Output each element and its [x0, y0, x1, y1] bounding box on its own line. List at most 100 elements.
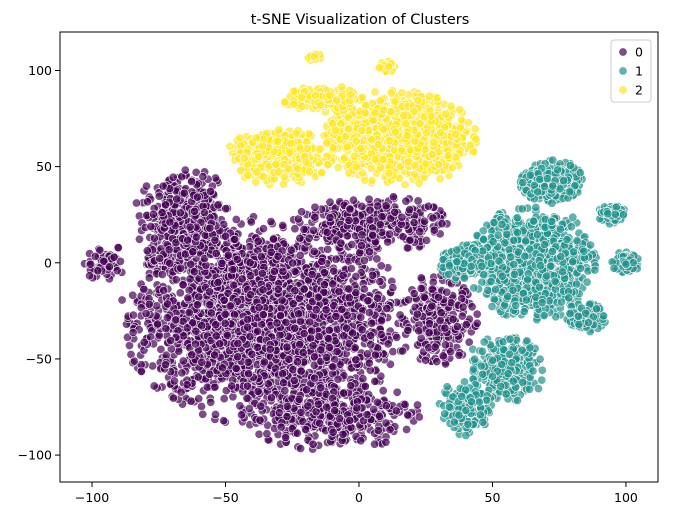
data-point-series-0 — [168, 393, 178, 403]
data-point-series-0 — [211, 248, 221, 258]
data-point-series-0 — [390, 207, 400, 217]
data-point-series-0 — [351, 271, 361, 281]
data-point-series-0 — [421, 355, 431, 365]
data-point-series-0 — [346, 263, 356, 273]
data-point-series-0 — [117, 295, 127, 305]
data-point-series-0 — [162, 313, 172, 323]
data-point-series-0 — [178, 331, 188, 341]
data-point-series-0 — [253, 236, 263, 246]
data-point-series-0 — [148, 361, 158, 371]
data-point-series-0 — [292, 357, 302, 367]
data-point-series-0 — [403, 410, 413, 420]
data-point-series-0 — [316, 383, 326, 393]
data-point-series-0 — [308, 225, 318, 235]
data-point-series-0 — [143, 197, 153, 207]
data-point-series-0 — [155, 253, 165, 263]
data-point-series-1 — [555, 224, 565, 234]
data-point-series-0 — [315, 418, 325, 428]
data-point-series-0 — [171, 315, 181, 325]
data-point-series-0 — [366, 340, 376, 350]
data-point-series-0 — [153, 319, 163, 329]
data-point-series-0 — [104, 262, 114, 272]
data-point-series-0 — [303, 401, 313, 411]
data-point-series-0 — [276, 311, 286, 321]
data-point-series-0 — [213, 278, 223, 288]
data-point-series-0 — [128, 310, 138, 320]
data-point-series-1 — [569, 247, 579, 257]
data-point-series-0 — [370, 439, 380, 449]
data-point-series-0 — [452, 322, 462, 332]
data-point-series-0 — [345, 204, 355, 214]
data-point-series-0 — [198, 409, 208, 419]
data-point-series-0 — [358, 374, 368, 384]
data-point-series-0 — [308, 439, 318, 449]
data-point-series-0 — [282, 342, 292, 352]
data-point-series-0 — [211, 409, 221, 419]
data-point-series-0 — [180, 165, 190, 175]
data-point-series-0 — [338, 270, 348, 280]
data-point-series-1 — [502, 229, 512, 239]
data-point-series-0 — [296, 443, 306, 453]
data-point-series-0 — [211, 320, 221, 330]
data-point-series-0 — [317, 256, 327, 266]
data-point-series-0 — [448, 314, 458, 324]
data-point-series-0 — [228, 265, 238, 275]
data-point-series-0 — [237, 410, 247, 420]
data-point-series-0 — [365, 205, 375, 215]
data-point-series-1 — [540, 240, 550, 250]
data-point-series-0 — [350, 343, 360, 353]
data-point-series-1 — [490, 284, 500, 294]
data-point-series-0 — [289, 375, 299, 385]
data-point-series-0 — [266, 217, 276, 227]
data-point-series-0 — [198, 172, 208, 182]
data-point-series-0 — [191, 326, 201, 336]
data-point-series-0 — [179, 188, 189, 198]
data-point-series-0 — [265, 344, 275, 354]
data-point-series-0 — [227, 381, 237, 391]
data-point-series-0 — [294, 309, 304, 319]
data-point-series-0 — [252, 342, 262, 352]
data-point-series-0 — [472, 309, 482, 319]
data-point-series-0 — [184, 308, 194, 318]
data-point-series-0 — [200, 208, 210, 218]
data-point-series-1 — [512, 228, 522, 238]
data-point-series-1 — [546, 261, 556, 271]
data-point-series-1 — [512, 213, 522, 223]
data-point-series-0 — [142, 181, 152, 191]
data-point-series-0 — [328, 427, 338, 437]
data-point-series-0 — [282, 401, 292, 411]
data-point-series-0 — [220, 318, 230, 328]
data-point-series-0 — [458, 302, 468, 312]
data-point-series-0 — [314, 331, 324, 341]
data-point-series-0 — [409, 289, 419, 299]
data-point-series-0 — [215, 339, 225, 349]
data-point-series-0 — [332, 346, 342, 356]
data-point-series-0 — [373, 293, 383, 303]
data-point-series-1 — [590, 265, 600, 275]
data-points — [80, 49, 643, 454]
data-point-series-0 — [191, 339, 201, 349]
data-point-series-0 — [377, 316, 387, 326]
data-point-series-1 — [556, 297, 566, 307]
data-point-series-0 — [319, 280, 329, 290]
data-point-series-0 — [400, 399, 410, 409]
data-point-series-0 — [364, 247, 374, 257]
data-point-series-0 — [266, 393, 276, 403]
data-point-series-0 — [322, 402, 332, 412]
data-point-series-0 — [290, 286, 300, 296]
data-point-series-0 — [356, 241, 366, 251]
data-point-series-0 — [348, 328, 358, 338]
data-point-series-1 — [521, 295, 531, 305]
data-point-series-0 — [149, 233, 159, 243]
data-point-series-1 — [478, 235, 488, 245]
data-point-series-0 — [139, 284, 149, 294]
data-point-series-0 — [328, 279, 338, 289]
data-point-series-0 — [324, 334, 334, 344]
data-point-series-0 — [290, 224, 300, 234]
data-point-series-0 — [152, 301, 162, 311]
data-point-series-0 — [219, 416, 229, 426]
data-point-series-0 — [274, 408, 284, 418]
data-point-series-0 — [263, 379, 273, 389]
data-point-series-0 — [436, 308, 446, 318]
data-point-series-0 — [344, 215, 354, 225]
